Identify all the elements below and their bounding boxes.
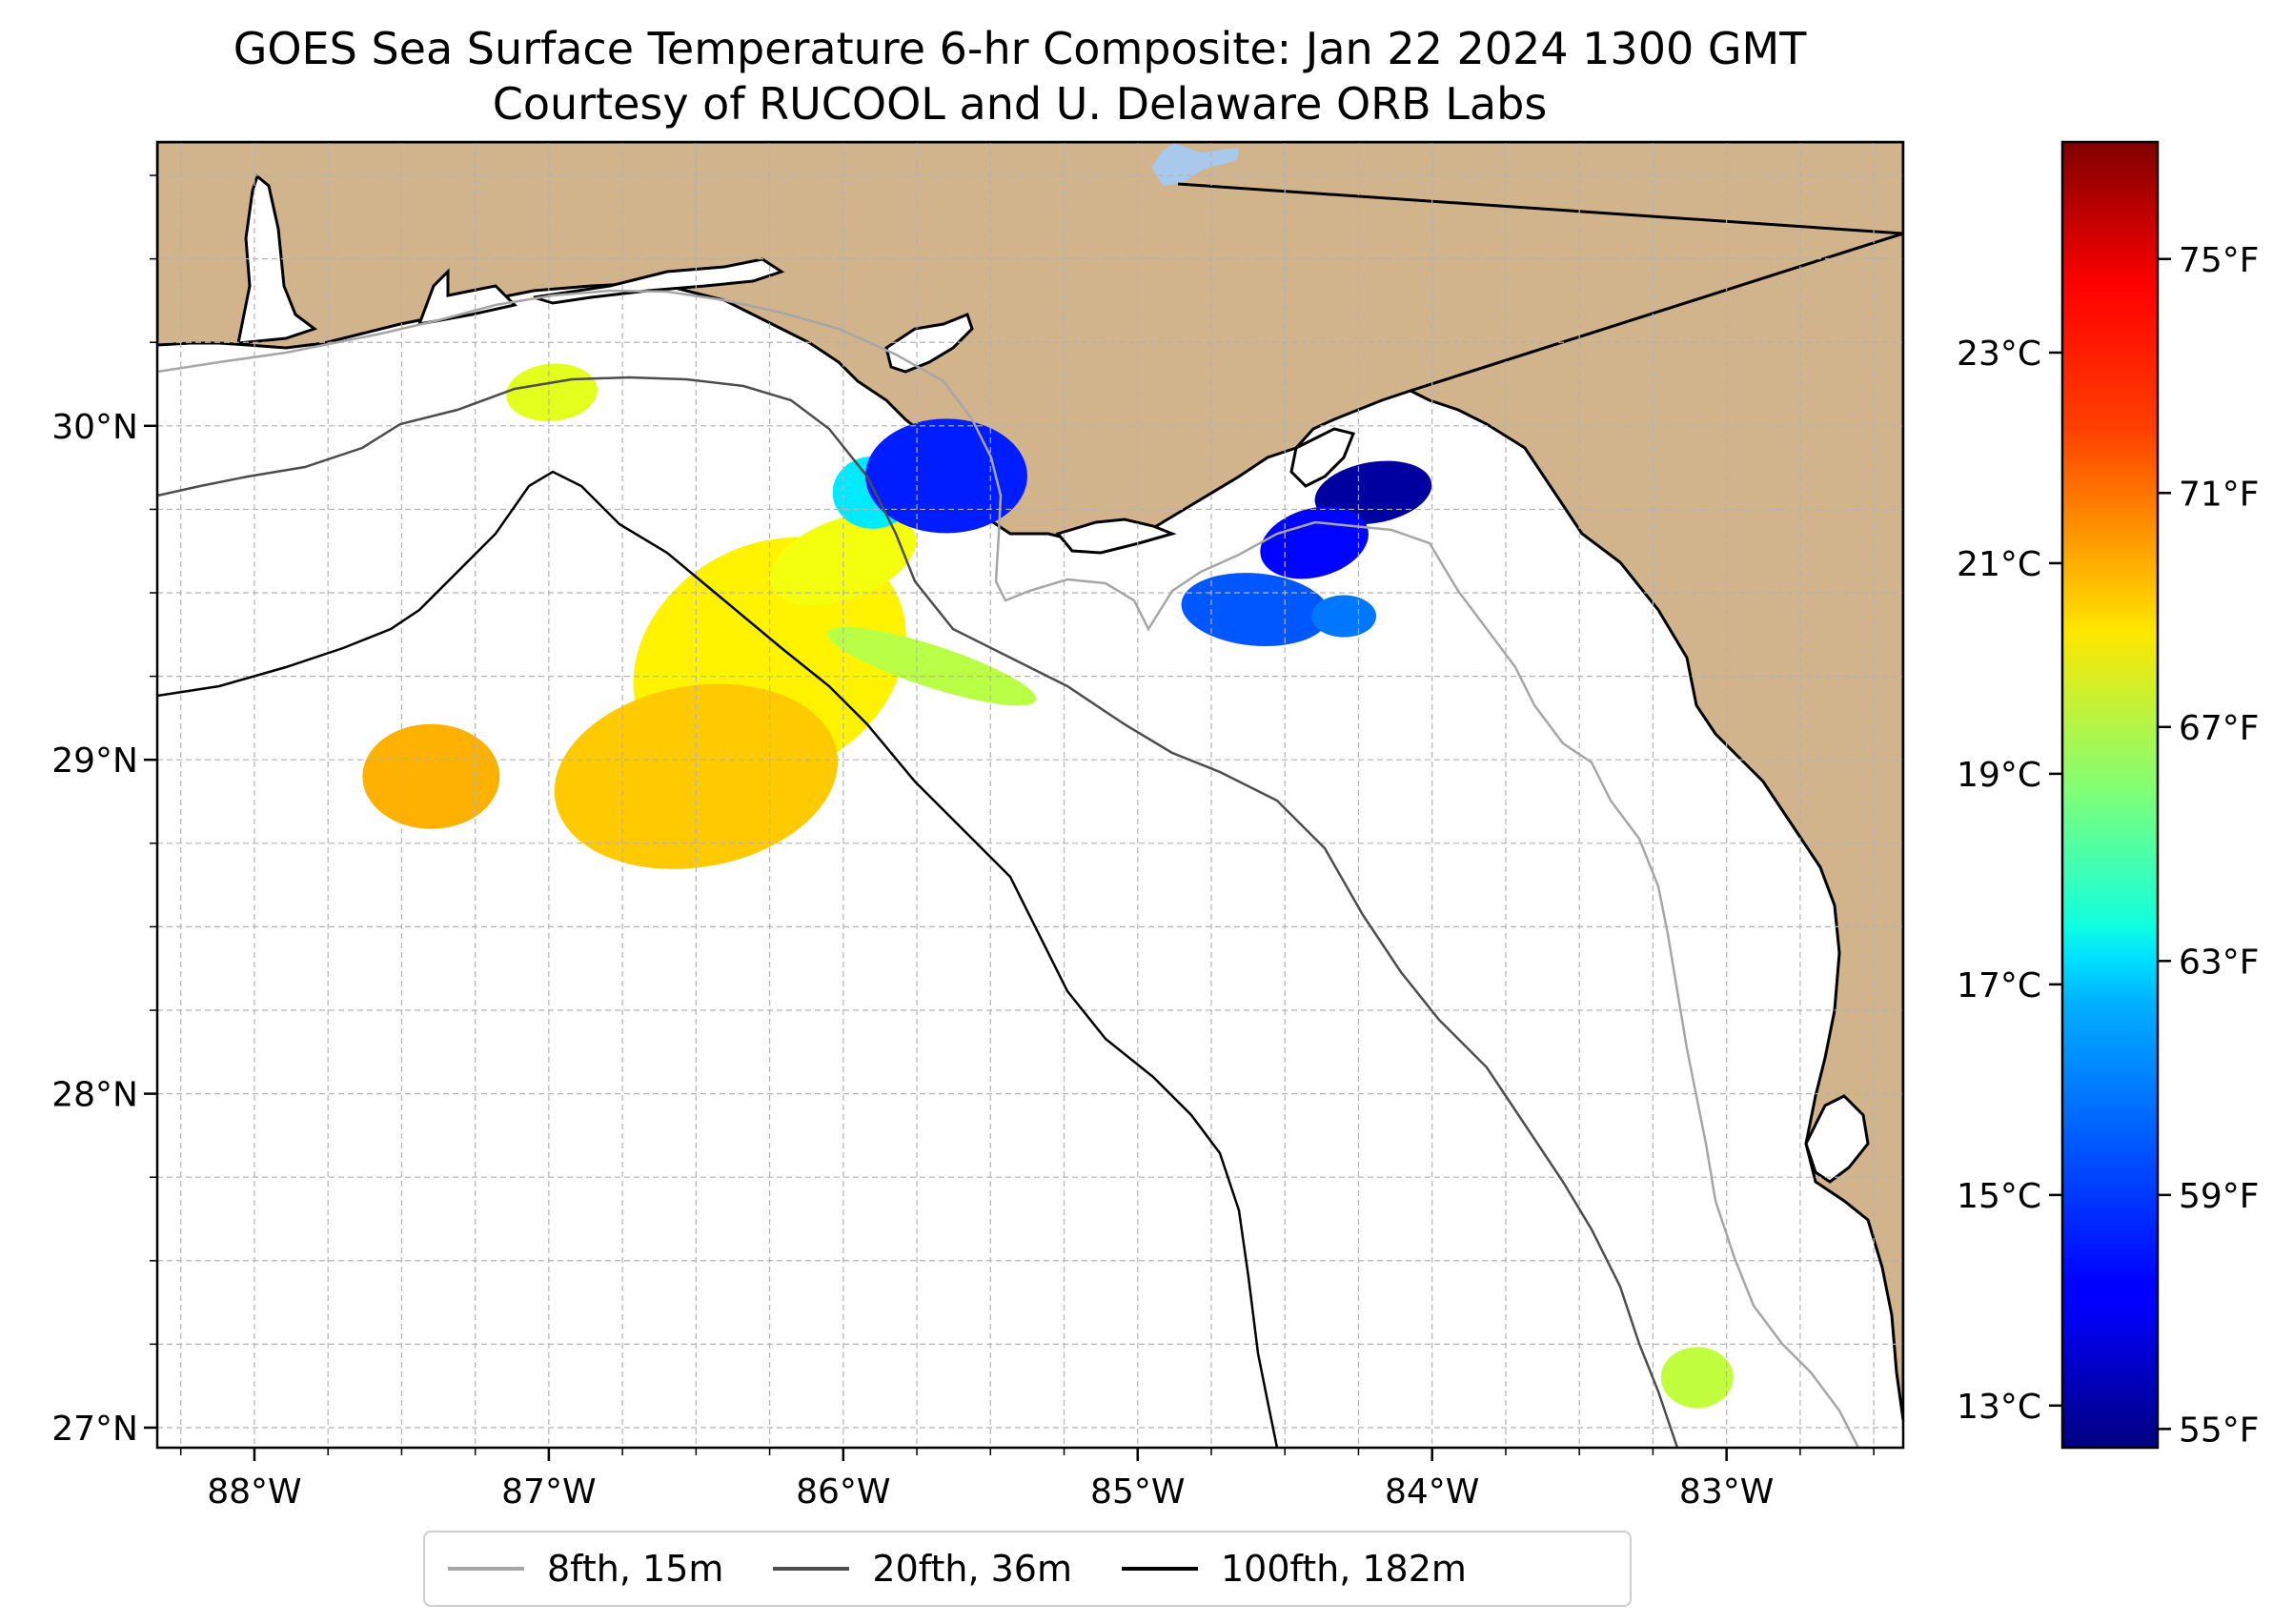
- legend-label-8fth: 8fth, 15m: [547, 1548, 724, 1590]
- lat-tick-label: 28°N: [51, 1076, 138, 1115]
- legend-label-20fth: 20fth, 36m: [872, 1548, 1072, 1590]
- isobath-20fth: [157, 376, 1679, 1448]
- land-florida-peninsula: [1407, 232, 1903, 1421]
- tampa-bay: [1804, 1094, 1870, 1184]
- sst-patch: [1314, 460, 1432, 525]
- sst-patch: [826, 626, 1037, 706]
- map-frame: [155, 140, 1905, 1450]
- chart-title: GOES Sea Surface Temperature 6-hr Compos…: [233, 23, 1807, 74]
- state-border: [1177, 182, 1903, 235]
- legend-swatch-20fth: [773, 1567, 850, 1571]
- lon-tick-label: 83°W: [1679, 1472, 1774, 1512]
- isobath-100fth: [157, 470, 1279, 1448]
- isobath-legend: 8fth, 15m 20fth, 36m 100fth, 182m: [423, 1531, 1632, 1607]
- lon-tick-label: 86°W: [796, 1472, 890, 1512]
- pensacola-bay: [416, 268, 517, 326]
- legend-swatch-100fth: [1121, 1567, 1198, 1571]
- sst-patch: [1660, 1347, 1734, 1409]
- legend-item-8fth: 8fth, 15m: [448, 1548, 723, 1590]
- lon-tick-label: 88°W: [207, 1472, 301, 1512]
- sst-patch: [1181, 573, 1330, 646]
- fahrenheit-tick-label: 63°F: [2179, 943, 2260, 982]
- celsius-tick-label: 21°C: [1957, 545, 2041, 584]
- celsius-tick-label: 19°C: [1957, 756, 2041, 795]
- apalachee-bay: [1289, 427, 1356, 488]
- isobath-8fth: [157, 289, 1860, 1448]
- colorbar: 13°C 15°C 17°C 19°C 21°C 23°C 55°F 59°F 63°F 67°F…: [1957, 140, 2260, 1451]
- legend-label-100fth: 100fth, 182m: [1220, 1548, 1467, 1590]
- chart-subtitle: Courtesy of RUCOOL and U. Delaware ORB L…: [492, 78, 1548, 130]
- celsius-tick-label: 13°C: [1957, 1388, 2041, 1427]
- lon-tick-label: 87°W: [501, 1472, 596, 1512]
- celsius-tick-label: 15°C: [1957, 1177, 2041, 1216]
- fahrenheit-tick-label: 55°F: [2179, 1411, 2260, 1450]
- fahrenheit-tick-label: 75°F: [2179, 241, 2260, 280]
- sst-patch: [1311, 595, 1377, 638]
- fahrenheit-tick-label: 59°F: [2179, 1177, 2260, 1216]
- lat-tick-label: 29°N: [51, 741, 138, 781]
- fahrenheit-tick-label: 71°F: [2179, 475, 2260, 514]
- sst-patch: [362, 723, 500, 829]
- legend-item-20fth: 20fth, 36m: [773, 1548, 1072, 1590]
- gridlines: [157, 142, 1903, 1448]
- apalachicola-bay: [1055, 518, 1177, 555]
- sst-patch: [864, 418, 1027, 534]
- colorbar-ticks: 13°C 15°C 17°C 19°C 21°C 23°C 55°F 59°F 63°F 67°F…: [1957, 241, 2259, 1451]
- celsius-tick-label: 23°C: [1957, 335, 2041, 374]
- mobile-bay: [236, 173, 318, 345]
- lat-tick-label: 27°N: [51, 1410, 138, 1449]
- legend-item-100fth: 100fth, 182m: [1121, 1548, 1467, 1590]
- colorbar-gradient: [2060, 140, 2160, 1450]
- fahrenheit-tick-label: 67°F: [2179, 709, 2260, 748]
- st-andrew-bay: [884, 313, 974, 374]
- lon-tick-label: 84°W: [1385, 1472, 1479, 1512]
- lat-tick-label: 30°N: [51, 408, 138, 447]
- lon-tick-label: 85°W: [1090, 1472, 1185, 1512]
- legend-swatch-8fth: [448, 1567, 524, 1571]
- sst-layer: [362, 363, 1734, 1409]
- celsius-tick-label: 17°C: [1957, 966, 2041, 1005]
- map-ticks: 88°W 87°W 86°W 85°W 84°W 83°W 30°N 29°N 28°N 27°N: [51, 174, 1875, 1512]
- sst-patch: [770, 513, 917, 606]
- map-panel: 88°W 87°W 86°W 85°W 84°W 83°W 30°N 29°N 28°N 27°N: [51, 140, 1905, 1512]
